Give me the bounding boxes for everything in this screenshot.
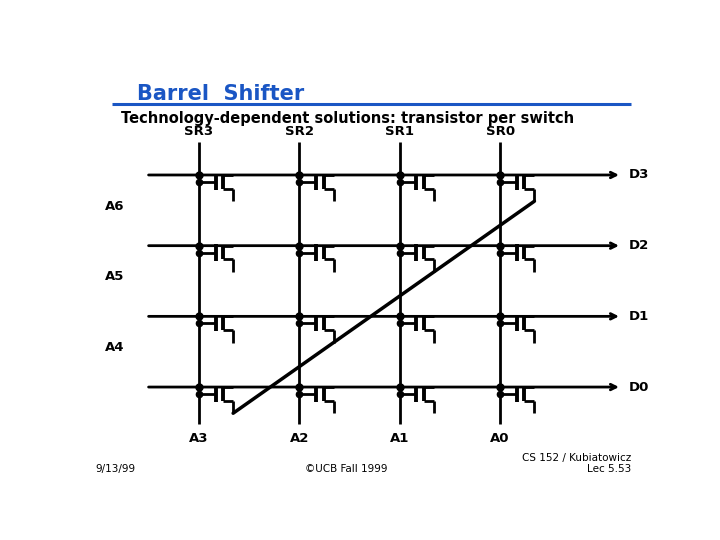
Text: D0: D0 [629, 381, 649, 394]
Text: A0: A0 [490, 431, 510, 444]
Text: SR2: SR2 [284, 125, 314, 138]
Text: D2: D2 [629, 239, 649, 252]
Text: A2: A2 [289, 431, 309, 444]
Text: A6: A6 [105, 200, 125, 213]
Text: ©UCB Fall 1999: ©UCB Fall 1999 [305, 464, 388, 474]
Text: CS 152 / Kubiatowicz
Lec 5.53: CS 152 / Kubiatowicz Lec 5.53 [522, 453, 631, 474]
Text: Barrel  Shifter: Barrel Shifter [138, 84, 305, 104]
Text: 9/13/99: 9/13/99 [96, 464, 135, 474]
Text: A3: A3 [189, 431, 209, 444]
Text: SR3: SR3 [184, 125, 213, 138]
Text: Technology-dependent solutions: transistor per switch: Technology-dependent solutions: transist… [121, 111, 574, 125]
Text: SR0: SR0 [485, 125, 515, 138]
Text: SR1: SR1 [385, 125, 414, 138]
Text: A5: A5 [105, 271, 125, 284]
Text: A4: A4 [105, 341, 125, 354]
Text: A1: A1 [390, 431, 410, 444]
Text: D3: D3 [629, 168, 649, 181]
Text: D1: D1 [629, 310, 649, 323]
